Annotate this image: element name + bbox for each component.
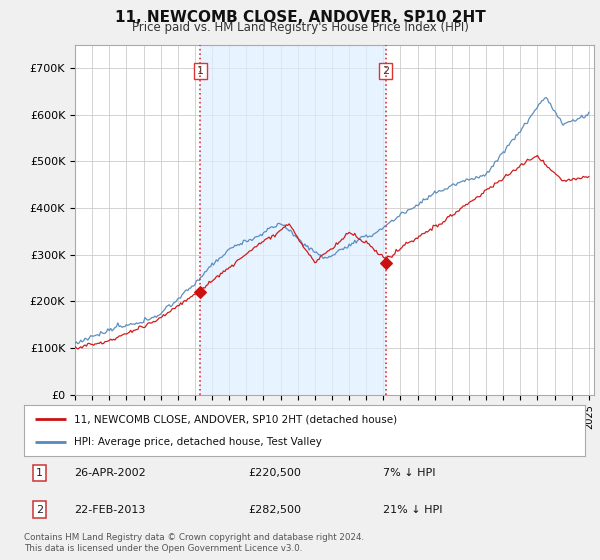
Text: 22-FEB-2013: 22-FEB-2013 bbox=[74, 505, 146, 515]
Point bbox=[196, 287, 205, 296]
Text: HPI: Average price, detached house, Test Valley: HPI: Average price, detached house, Test… bbox=[74, 437, 322, 447]
Text: Price paid vs. HM Land Registry's House Price Index (HPI): Price paid vs. HM Land Registry's House … bbox=[131, 21, 469, 34]
Point bbox=[381, 259, 391, 268]
Text: 1: 1 bbox=[36, 468, 43, 478]
Text: 11, NEWCOMB CLOSE, ANDOVER, SP10 2HT: 11, NEWCOMB CLOSE, ANDOVER, SP10 2HT bbox=[115, 10, 485, 25]
Text: 2: 2 bbox=[36, 505, 43, 515]
Text: £220,500: £220,500 bbox=[248, 468, 301, 478]
Text: 1: 1 bbox=[197, 66, 204, 76]
Text: Contains HM Land Registry data © Crown copyright and database right 2024.
This d: Contains HM Land Registry data © Crown c… bbox=[24, 533, 364, 553]
Bar bbox=[200, 45, 386, 395]
Text: 11, NEWCOMB CLOSE, ANDOVER, SP10 2HT (detached house): 11, NEWCOMB CLOSE, ANDOVER, SP10 2HT (de… bbox=[74, 414, 398, 424]
Text: 21% ↓ HPI: 21% ↓ HPI bbox=[383, 505, 443, 515]
Text: 2: 2 bbox=[382, 66, 389, 76]
Text: £282,500: £282,500 bbox=[248, 505, 301, 515]
Text: 7% ↓ HPI: 7% ↓ HPI bbox=[383, 468, 436, 478]
Text: 26-APR-2002: 26-APR-2002 bbox=[74, 468, 146, 478]
